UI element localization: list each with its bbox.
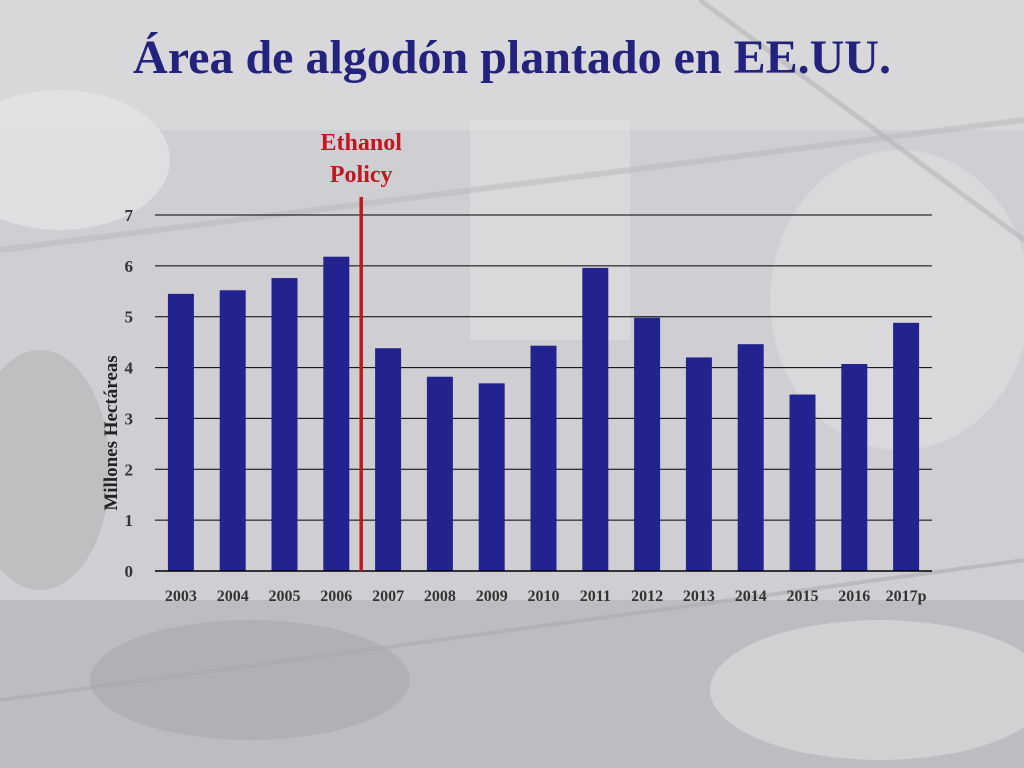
y-tick-label: 4 (125, 359, 134, 378)
bar-2006 (323, 256, 350, 571)
x-tick-label: 2012 (631, 588, 663, 605)
x-tick-label: 2015 (787, 588, 819, 605)
x-tick-label: 2010 (528, 588, 560, 605)
y-tick-label: 1 (125, 511, 134, 530)
x-tick-label: 2005 (269, 588, 301, 605)
y-tick-label: 7 (125, 206, 134, 225)
bar-2015 (789, 394, 816, 571)
bar-2008 (426, 376, 453, 571)
y-axis-ticks: 0 1 2 3 4 5 6 7 (125, 206, 134, 581)
x-tick-label: 2006 (320, 588, 352, 605)
bar-2004 (219, 290, 246, 571)
y-tick-label: 3 (125, 409, 134, 428)
bar-2007 (375, 348, 402, 571)
x-tick-label: 2004 (217, 588, 249, 605)
x-tick-label: 2017p (886, 588, 927, 605)
x-tick-label: 2009 (476, 588, 508, 605)
annotation-text: Ethanol (321, 130, 403, 156)
bar-2003 (167, 293, 194, 571)
x-tick-label: 2008 (424, 588, 456, 605)
ethanol-policy-annotation: Ethanol Policy (321, 130, 403, 571)
slide-title: Área de algodón plantado en EE.UU. (133, 31, 891, 84)
bar-2016 (841, 364, 868, 571)
bar-2011 (582, 267, 609, 571)
bar-2010 (530, 345, 557, 571)
bars (167, 256, 920, 571)
bar-2009 (478, 383, 505, 571)
x-tick-label: 2014 (735, 588, 767, 605)
y-tick-label: 2 (125, 460, 134, 479)
x-tick-label: 2003 (165, 588, 197, 605)
bar-2017p (893, 322, 920, 571)
x-tick-label: 2007 (372, 588, 404, 605)
annotation-text: Policy (330, 162, 393, 188)
y-tick-label: 6 (125, 257, 134, 276)
bar-2013 (685, 357, 712, 571)
bar-2012 (634, 317, 661, 571)
x-tick-label: 2011 (580, 588, 611, 605)
y-tick-label: 5 (125, 308, 134, 327)
x-tick-label: 2016 (838, 588, 870, 605)
x-axis-ticks: 2003 2004 2005 2006 2007 2008 2009 2010 2011 2012… (165, 588, 927, 605)
x-tick-label: 2013 (683, 588, 715, 605)
bar-2005 (271, 278, 298, 571)
y-axis-label: Millones Hectáreas (101, 355, 122, 510)
y-tick-label: 0 (125, 562, 134, 581)
bar-2014 (737, 344, 764, 571)
